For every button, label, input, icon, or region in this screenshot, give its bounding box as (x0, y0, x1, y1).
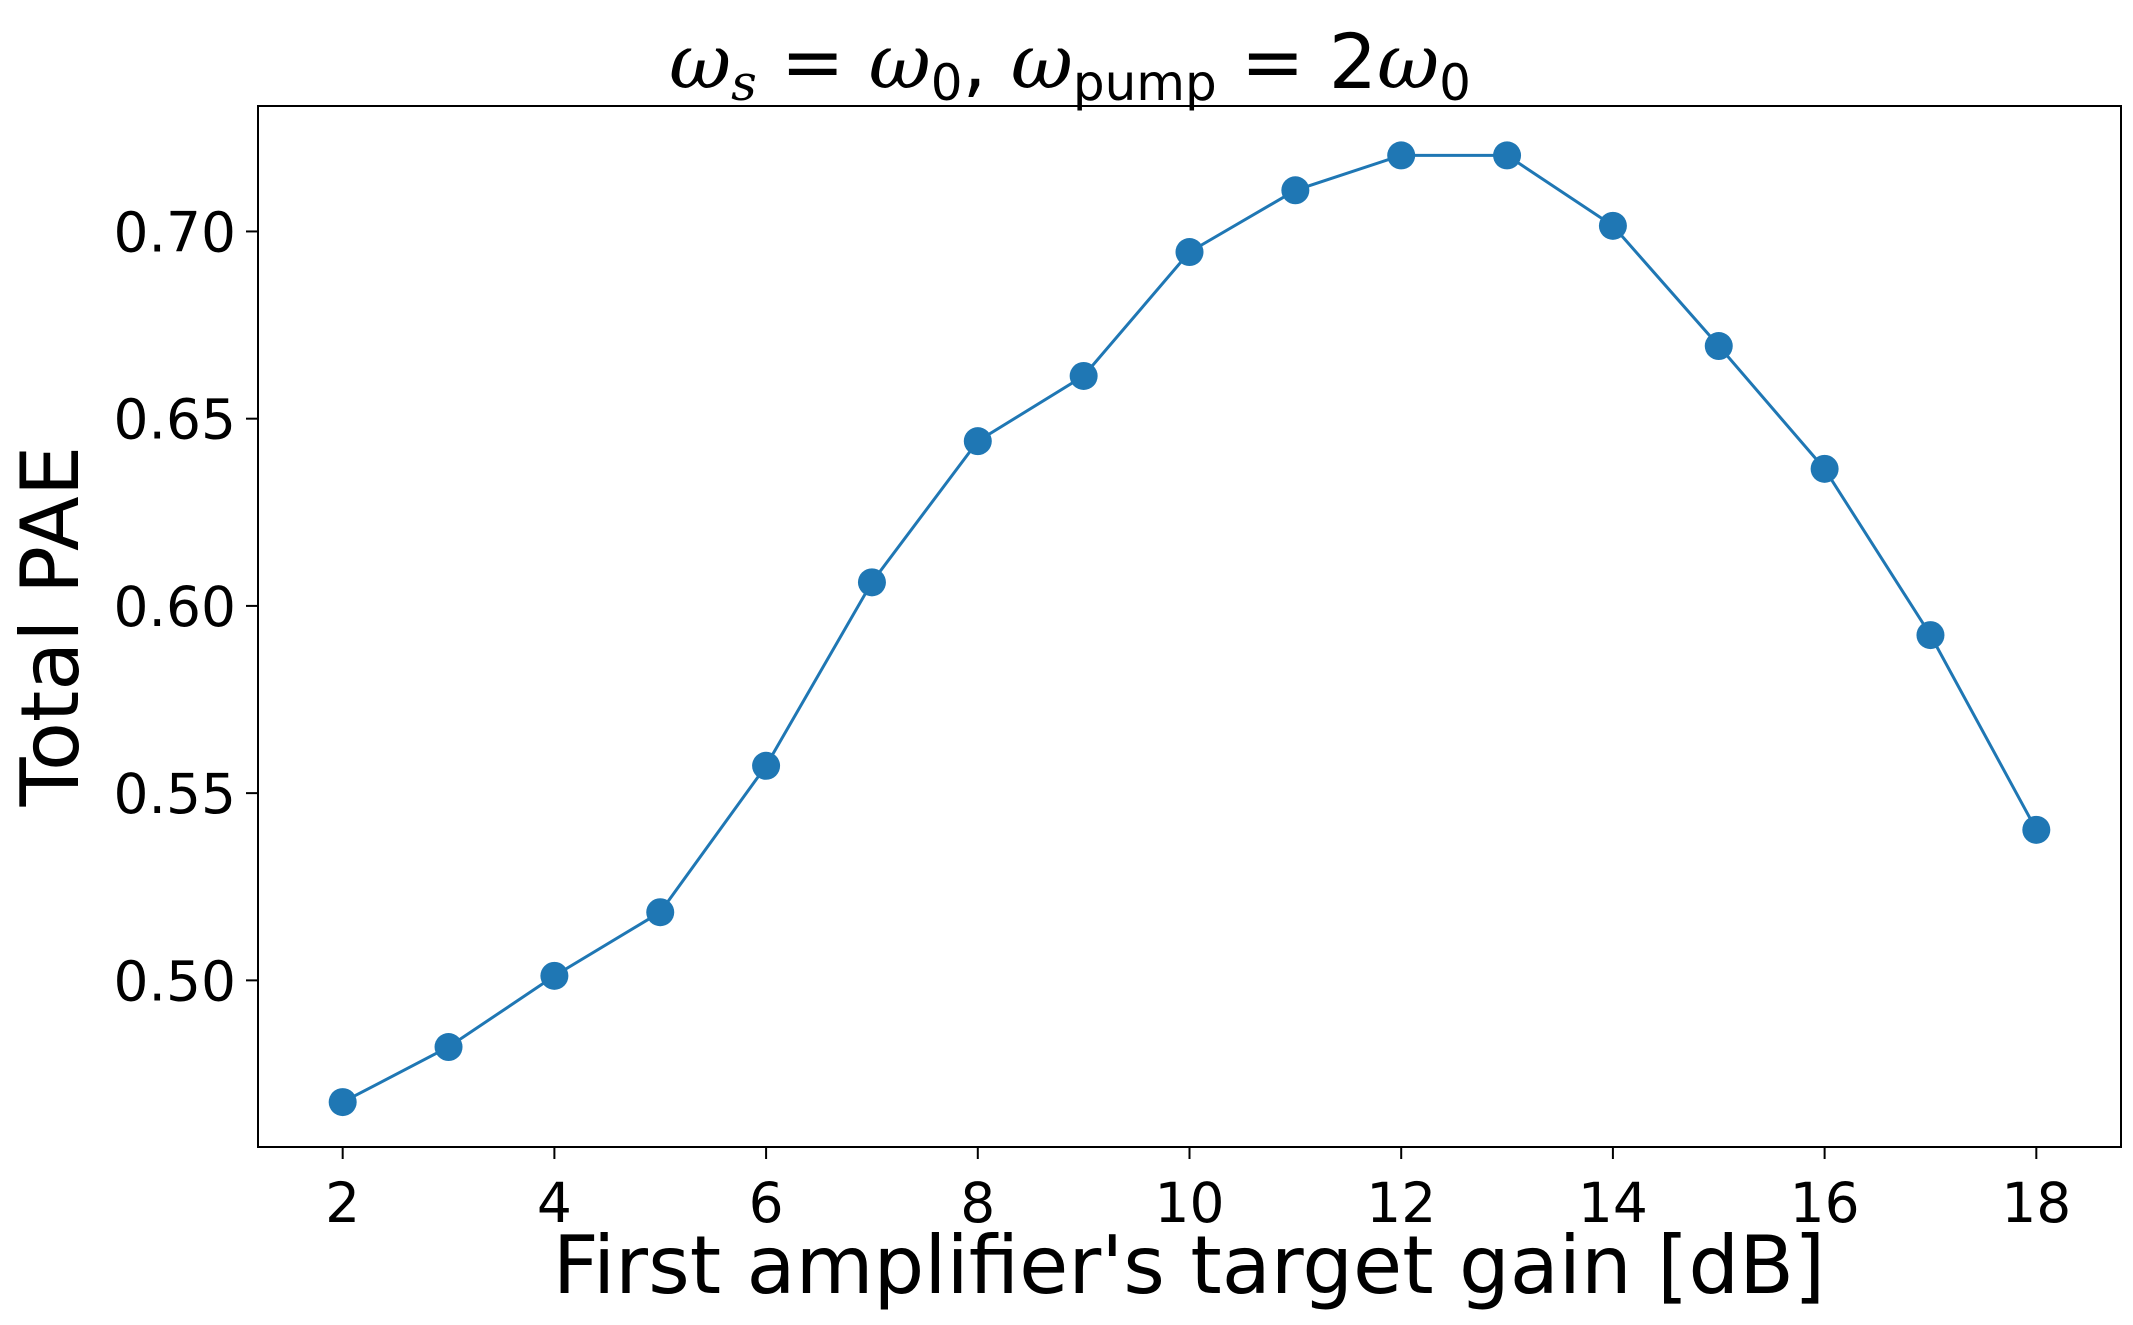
data-point (2022, 815, 2051, 844)
data-point (646, 898, 675, 927)
y-tick-label: 0.70 (114, 200, 236, 264)
x-tick-label: 18 (2001, 1171, 2071, 1235)
data-point (540, 961, 569, 990)
data-point (1069, 361, 1098, 390)
data-point (1810, 454, 1839, 483)
data-point (752, 751, 781, 780)
x-axis: 2 4 6 8 10 12 14 16 18 (325, 1147, 2071, 1235)
title-omega-s: ω (669, 17, 731, 106)
data-point (1493, 141, 1522, 170)
y-tick-label: 0.55 (114, 762, 236, 826)
x-axis-label: First amplifier's target gain [dB] (553, 1219, 1826, 1312)
data-point (1387, 141, 1416, 170)
data-point (857, 568, 886, 597)
title-comma: , (963, 17, 1011, 106)
x-tick-label: 14 (1578, 1171, 1648, 1235)
series-layer (328, 141, 2051, 1117)
x-tick-label: 12 (1366, 1171, 1436, 1235)
series-line (342, 153, 2038, 1104)
x-tick-label: 2 (325, 1171, 360, 1235)
y-tick-label: 0.50 (114, 949, 236, 1013)
data-point (1281, 176, 1310, 205)
title-sub-pump: pump (1073, 54, 1217, 112)
x-tick-label: 16 (1790, 1171, 1860, 1235)
title-omega-pump: ω (1011, 17, 1073, 106)
chart-title: ωs = ω0, ωpump = 2ω0 (669, 17, 1471, 112)
x-tick-label: 8 (960, 1171, 995, 1235)
title-sub-final: 0 (1439, 54, 1471, 112)
data-point (434, 1033, 463, 1062)
x-tick-label: 4 (537, 1171, 572, 1235)
title-omega-0: ω (869, 17, 931, 106)
x-tick-label: 6 (749, 1171, 784, 1235)
y-tick-label: 0.65 (114, 388, 236, 452)
title-eq1: = (757, 17, 869, 106)
data-point (1175, 238, 1204, 267)
y-tick-label: 0.60 (114, 575, 236, 639)
title-sub-s: s (731, 54, 757, 112)
data-point (1704, 332, 1733, 361)
data-point (1598, 211, 1627, 240)
y-axis: 0.50 0.55 0.60 0.65 0.70 (114, 200, 258, 1013)
data-point (328, 1088, 357, 1117)
title-sub-0: 0 (931, 54, 963, 112)
y-axis-label: Total PAE (4, 446, 97, 808)
x-tick-label: 10 (1155, 1171, 1225, 1235)
data-point (1916, 621, 1945, 650)
title-eq2: = 2 (1217, 17, 1377, 106)
title-omega-final: ω (1377, 17, 1439, 106)
data-point (963, 427, 992, 456)
